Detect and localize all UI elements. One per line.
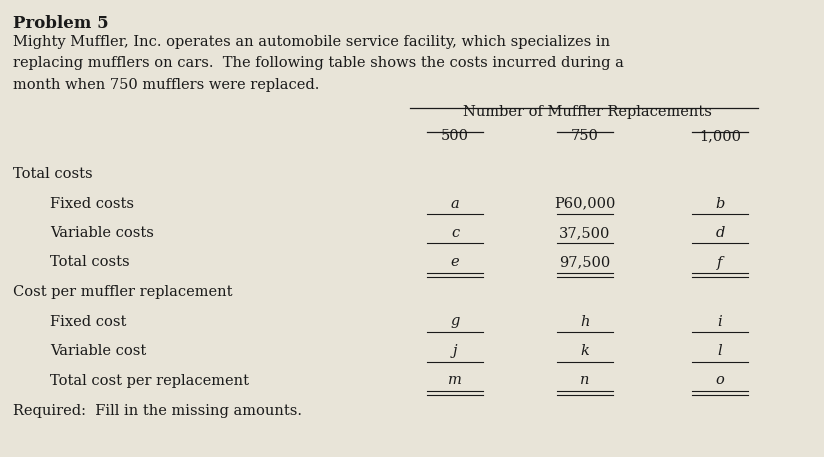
Text: n: n (580, 373, 590, 388)
Text: h: h (580, 314, 590, 329)
Text: 750: 750 (571, 129, 599, 143)
Text: Total costs: Total costs (13, 167, 92, 181)
Text: 1,000: 1,000 (699, 129, 741, 143)
Text: Required:  Fill in the missing amounts.: Required: Fill in the missing amounts. (13, 404, 302, 418)
Text: o: o (715, 373, 724, 388)
Text: a: a (451, 197, 459, 211)
Text: Total cost per replacement: Total cost per replacement (50, 373, 249, 388)
Text: replacing mufflers on cars.  The following table shows the costs incurred during: replacing mufflers on cars. The followin… (13, 57, 624, 70)
Text: Total costs: Total costs (50, 255, 129, 270)
Text: 37,500: 37,500 (559, 226, 611, 240)
Text: j: j (452, 344, 457, 358)
Text: 97,500: 97,500 (559, 255, 611, 270)
Text: i: i (718, 314, 723, 329)
Text: m: m (448, 373, 462, 388)
Text: month when 750 mufflers were replaced.: month when 750 mufflers were replaced. (13, 78, 320, 92)
Text: c: c (451, 226, 459, 240)
Text: Variable costs: Variable costs (50, 226, 154, 240)
Text: 500: 500 (441, 129, 469, 143)
Text: Fixed costs: Fixed costs (50, 197, 134, 211)
Text: l: l (718, 344, 723, 358)
Text: g: g (450, 314, 460, 329)
Text: d: d (715, 226, 724, 240)
Text: Mighty Muffler, Inc. operates an automobile service facility, which specializes : Mighty Muffler, Inc. operates an automob… (13, 35, 610, 49)
Text: P60,000: P60,000 (555, 197, 616, 211)
Text: Variable cost: Variable cost (50, 344, 146, 358)
Text: k: k (581, 344, 589, 358)
Text: e: e (451, 255, 459, 270)
Text: Fixed cost: Fixed cost (50, 314, 126, 329)
Text: Number of Muffler Replacements: Number of Muffler Replacements (463, 105, 712, 119)
Text: f: f (718, 255, 723, 270)
Text: b: b (715, 197, 724, 211)
Text: Problem 5: Problem 5 (13, 15, 109, 32)
Text: Cost per muffler replacement: Cost per muffler replacement (13, 285, 232, 299)
